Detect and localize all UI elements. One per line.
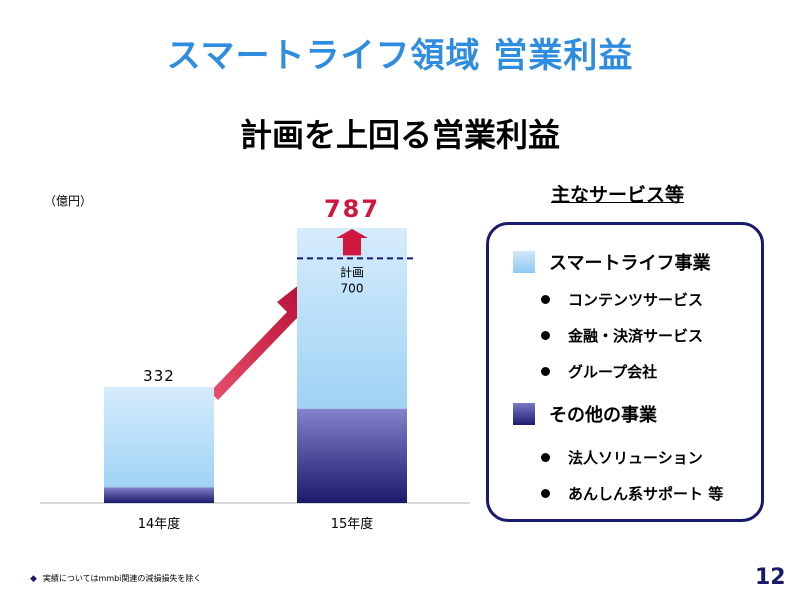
- legend-item: 法人ソリューション: [541, 447, 703, 468]
- legend-item-label: あんしん系サポート 等: [568, 485, 724, 503]
- legend-item: グループ会社: [541, 361, 657, 382]
- legend-item-label: 金融・決済サービス: [568, 327, 704, 345]
- legend-item: コンテンツサービス: [541, 289, 703, 310]
- legend-item: あんしん系サポート 等: [541, 483, 723, 504]
- legend-heading: 主なサービス等: [551, 184, 685, 206]
- bullet-icon: [541, 367, 550, 376]
- footnote-text: 実績についてはmmbi関連の減損損失を除く: [42, 574, 202, 583]
- plan-label: 計画: [340, 264, 364, 279]
- bullet-icon: [541, 295, 550, 304]
- bullet-icon: [541, 331, 550, 340]
- footnote: ◆ 実績についてはmmbi関連の減損損失を除く: [30, 573, 201, 584]
- page-number: 12: [755, 565, 786, 590]
- legend-panel: スマートライフ事業 コンテンツサービス 金融・決済サービス グループ会社 その他…: [486, 222, 764, 522]
- legend-item-label: グループ会社: [568, 363, 658, 381]
- bar-segment-other: [104, 487, 214, 503]
- unit-label: （億円）: [44, 194, 93, 208]
- bullet-icon: [541, 453, 550, 462]
- legend-category-label: スマートライフ事業: [549, 253, 711, 274]
- legend-swatch-light: [513, 251, 535, 273]
- legend-swatch-dark: [513, 403, 535, 425]
- legend-item-label: 法人ソリューション: [568, 449, 703, 467]
- bar-segment-smartlife: [104, 387, 214, 488]
- growth-arrow: [210, 284, 305, 400]
- legend-category-smartlife: スマートライフ事業: [513, 249, 710, 275]
- bullet-icon: [541, 489, 550, 498]
- legend-category-label: その他の事業: [549, 405, 657, 426]
- bar-total-label: 787: [324, 195, 380, 223]
- legend-item-label: コンテンツサービス: [568, 291, 704, 309]
- bar-total-label: 332: [143, 367, 175, 385]
- slide-title: スマートライフ領域 営業利益: [166, 36, 634, 76]
- plan-value-label: 700: [341, 281, 364, 295]
- slide-subtitle: 計画を上回る営業利益: [239, 116, 560, 154]
- diamond-icon: ◆: [30, 573, 37, 584]
- up-arrow-icon: [336, 229, 368, 256]
- legend-category-other: その他の事業: [513, 401, 657, 427]
- x-tick-label: 14年度: [138, 516, 181, 532]
- x-tick-label: 15年度: [331, 516, 374, 532]
- bar-segment-other: [297, 408, 407, 503]
- stacked-bar-chart: 332 14年度 787 15年度 計画 700: [40, 195, 470, 532]
- legend-item: 金融・決済サービス: [541, 325, 703, 346]
